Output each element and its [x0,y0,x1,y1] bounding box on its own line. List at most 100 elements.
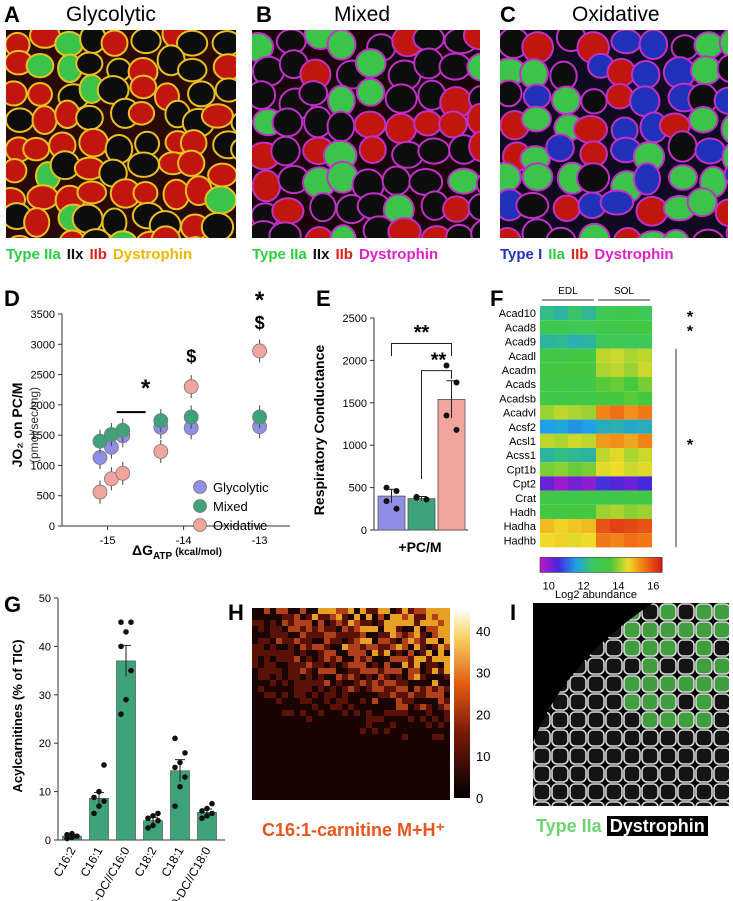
chart-g-ytick-label: 50 [39,593,51,605]
ion-pixel [312,734,318,740]
muscle-fiber [385,112,418,145]
ion-pixel [300,758,306,764]
ion-pixel [432,746,438,752]
ion-pixel [402,674,408,680]
ion-pixel [444,740,450,746]
ion-pixel [402,764,408,770]
ion-pixel [288,626,294,632]
ion-pixel [372,734,378,740]
ion-pixel [330,620,336,626]
ion-pixel [312,794,318,800]
muscle-fiber [659,621,677,639]
ion-pixel [288,764,294,770]
muscle-fiber [659,747,677,765]
muscle-fiber [692,228,724,238]
chart-f-cell [596,419,610,434]
ion-pixel [348,740,354,746]
ion-pixel [258,608,264,614]
chart-f-cell [568,377,582,392]
ion-pixel [276,740,282,746]
chart-f-cell [624,419,638,434]
ion-pixel [402,656,408,662]
muscle-fiber [326,30,357,61]
ion-pixel [258,620,264,626]
ion-pixel [402,776,408,782]
ion-pixel [402,794,408,800]
ion-pixel [336,614,342,620]
chart-f-colorbar-segment [647,557,651,573]
muscle-fiber [695,693,713,711]
ion-pixel [252,632,258,638]
ion-pixel [318,686,324,692]
ion-pixel [300,788,306,794]
ion-pixel [390,758,396,764]
ion-pixel [276,638,282,644]
ion-pixel [372,686,378,692]
ion-pixel [252,704,258,710]
ion-pixel [408,710,414,716]
muscle-fiber [659,801,677,806]
muscle-fiber [187,80,216,108]
ion-pixel [360,614,366,620]
chart-f-colorbar-segment [572,557,576,573]
ion-pixel [384,770,390,776]
ion-pixel [384,710,390,716]
chart-f-cell [610,476,624,491]
ion-pixel [288,710,294,716]
ion-pixel [408,764,414,770]
ion-pixel [402,740,408,746]
ion-pixel [348,794,354,800]
ion-pixel [408,758,414,764]
chart-f-cell [554,306,568,321]
ion-pixel [348,710,354,716]
ion-pixel [342,620,348,626]
ion-pixel [372,692,378,698]
chart-f-cell [554,419,568,434]
muscle-fiber [695,657,713,675]
chart-f-cell [582,476,596,491]
ion-pixel [360,716,366,722]
ion-pixel [264,644,270,650]
chart-f-colorbar-segment [617,557,620,573]
ion-pixel [408,656,414,662]
chart-f-colorbar-segment [542,557,545,573]
ion-pixel [378,782,384,788]
ion-pixel [360,752,366,758]
ion-pixel [408,740,414,746]
ion-pixel [336,656,342,662]
ion-pixel [390,776,396,782]
ion-pixel [378,650,384,656]
muscle-fiber [354,48,387,79]
ion-pixel [444,746,450,752]
ion-pixel [438,620,444,626]
ion-pixel [276,644,282,650]
ion-pixel [258,638,264,644]
ion-pixel [420,758,426,764]
chart-d-legend-label: Oxidative [213,518,267,533]
chart-f-cell [540,448,554,463]
ion-pixel [252,698,258,704]
ion-pixel [294,722,300,728]
ion-pixel [306,716,312,722]
ion-pixel [414,626,420,632]
ion-pixel [402,788,408,794]
ion-pixel [336,668,342,674]
ion-pixel [420,746,426,752]
muscle-fiber [23,207,51,238]
chart-f-cell [624,504,638,519]
muscle-fiber [569,801,587,806]
chart-f-colorbar-segment [540,557,543,573]
ion-pixel [276,656,282,662]
ion-pixel [432,680,438,686]
chart-f-row-label: Acss1 [506,450,536,462]
muscle-fiber [75,51,104,76]
chart-e-sig-bracket [391,342,452,357]
ion-pixel [384,656,390,662]
ion-pixel [426,638,432,644]
ion-pixel [270,716,276,722]
chart-f-colorbar-segment [552,557,555,573]
ion-pixel [270,608,276,614]
chart-f-cell [568,362,582,377]
ion-pixel [252,692,258,698]
chart-f-colorbar-segment [605,557,608,573]
